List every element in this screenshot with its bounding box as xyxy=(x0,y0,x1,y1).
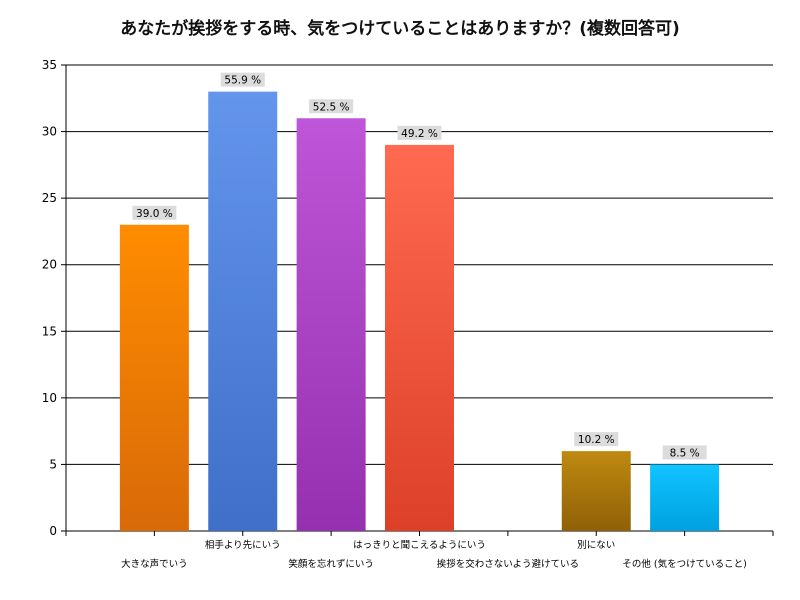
category-label: 大きな声でいう xyxy=(121,558,188,570)
category-label: 相手より先にいう xyxy=(205,539,281,551)
category-label: はっきりと聞こえるようにいう xyxy=(353,540,486,551)
y-tick-label: 15 xyxy=(42,324,57,338)
chart-title: あなたが挨拶をする時、気をつけていることはありますか？(複数回答可) xyxy=(120,19,680,39)
bar xyxy=(119,224,189,531)
data-label: 8.5 % xyxy=(670,447,700,459)
bar xyxy=(385,144,454,531)
bar xyxy=(296,118,366,531)
category-label: 別にない xyxy=(577,540,615,551)
bar xyxy=(561,451,631,531)
data-label-background xyxy=(662,445,707,460)
data-label-background xyxy=(574,432,619,447)
bar xyxy=(208,91,278,531)
data-label: 52.5 % xyxy=(313,101,350,113)
data-label: 10.2 % xyxy=(578,434,615,446)
data-label-background xyxy=(220,72,265,87)
y-tick-label: 35 xyxy=(42,58,57,72)
data-label-background xyxy=(309,99,354,114)
y-tick-label: 25 xyxy=(42,191,57,205)
y-tick-label: 10 xyxy=(42,391,57,405)
y-tick-label: 5 xyxy=(49,457,57,471)
bar xyxy=(650,464,720,531)
data-label: 49.2 % xyxy=(401,128,438,140)
y-tick-label: 20 xyxy=(42,258,57,272)
data-label: 55.9 % xyxy=(224,75,261,87)
category-label: 笑顔を忘れずにいう xyxy=(288,558,374,570)
category-label: 挨拶を交わさないよう避けている xyxy=(437,558,579,570)
data-label-background xyxy=(397,125,442,140)
y-tick-label: 0 xyxy=(49,524,57,538)
y-tick-label: 30 xyxy=(42,125,57,139)
data-label: 39.0 % xyxy=(136,208,173,220)
category-label: その他 (気をつけていること) xyxy=(622,558,746,570)
data-label-background xyxy=(132,205,177,220)
